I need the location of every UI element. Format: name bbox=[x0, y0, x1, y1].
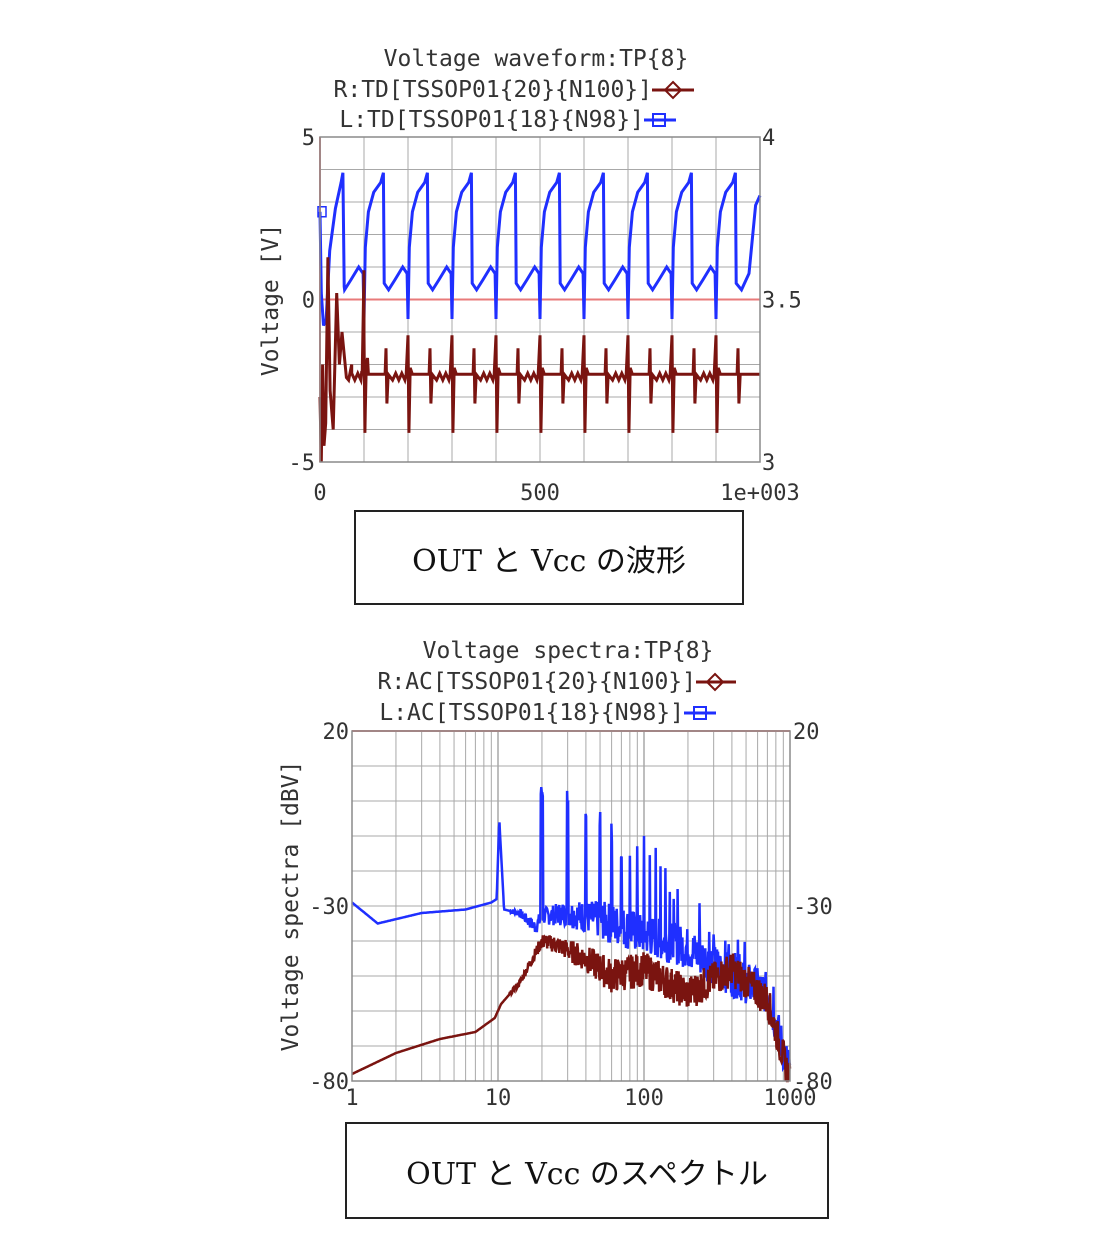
waveform-y-tick-right: 3.5 bbox=[762, 289, 802, 314]
waveform-series-blue bbox=[318, 172, 762, 327]
spectra-ticks: 1 10 100 1000 20 -30 -80 20 -30 -80 bbox=[309, 720, 833, 1111]
waveform-legend-blue-marker bbox=[652, 113, 666, 127]
waveform-x-tick: 1e+003 bbox=[720, 481, 799, 506]
spectra-y-tick-right: -30 bbox=[793, 895, 833, 920]
waveform-legend-red-label: R:TD[TSSOP01{20}{N100}] bbox=[334, 77, 653, 103]
spectra-y-tick-left: -30 bbox=[309, 895, 349, 920]
waveform-ylabel: Voltage [V] bbox=[258, 224, 284, 376]
spectra-x-tick: 1 bbox=[345, 1086, 358, 1111]
spectra-legend-blue-label: L:AC[TSSOP01{18}{N98}] bbox=[379, 700, 684, 726]
waveform-chart: Voltage waveform:TP{8} R:TD[TSSOP01{20}{… bbox=[258, 46, 802, 506]
waveform-series-red bbox=[318, 257, 760, 463]
spectra-y-tick-right: 20 bbox=[793, 720, 820, 745]
waveform-ticks: 0 500 1e+003 5 0 -5 4 3.5 3 bbox=[289, 126, 802, 506]
spectra-x-tick: 10 bbox=[485, 1086, 512, 1111]
spectra-chart: Voltage spectra:TP{8} R:AC[TSSOP01{20}{N… bbox=[278, 638, 833, 1111]
spectra-legend-blue-marker bbox=[693, 706, 707, 720]
waveform-y-tick-right: 4 bbox=[762, 126, 775, 151]
waveform-plot-frame bbox=[319, 136, 761, 463]
spectra-series-red bbox=[351, 934, 792, 1083]
waveform-series-group bbox=[317, 172, 762, 463]
waveform-x-tick: 0 bbox=[313, 481, 326, 506]
waveform-title: Voltage waveform:TP{8} bbox=[384, 46, 689, 72]
waveform-y-tick-right: 3 bbox=[762, 451, 775, 476]
waveform-blue-marker bbox=[317, 206, 327, 218]
spectra-y-tick-right: -80 bbox=[793, 1070, 833, 1095]
waveform-legend-blue-label: L:TD[TSSOP01{18}{N98}] bbox=[339, 107, 644, 133]
waveform-caption: OUT と Vcc の波形 bbox=[354, 510, 744, 605]
waveform-x-tick: 500 bbox=[520, 481, 560, 506]
spectra-legend-red-label: R:AC[TSSOP01{20}{N100}] bbox=[378, 669, 697, 695]
spectra-x-tick: 100 bbox=[624, 1086, 664, 1111]
waveform-y-tick-left: 5 bbox=[302, 126, 315, 151]
waveform-legend-red-marker bbox=[663, 80, 683, 100]
waveform-y-tick-left: -5 bbox=[289, 451, 316, 476]
spectra-series-blue bbox=[351, 786, 792, 1073]
waveform-legend: R:TD[TSSOP01{20}{N100}] L:TD[TSSOP01{18}… bbox=[334, 77, 694, 133]
spectra-title: Voltage spectra:TP{8} bbox=[423, 638, 714, 664]
spectra-x-tick: 1000 bbox=[764, 1086, 817, 1111]
spectra-ylabel: Voltage spectra [dBV] bbox=[278, 761, 304, 1052]
waveform-y-tick-left: 0 bbox=[302, 289, 315, 314]
spectra-plot-frame bbox=[351, 730, 791, 1082]
spectra-y-tick-left: -80 bbox=[309, 1070, 349, 1095]
spectra-caption: OUT と Vcc のスペクトル bbox=[345, 1122, 829, 1219]
spectra-legend-red-marker bbox=[705, 672, 725, 692]
spectra-series-group bbox=[351, 786, 792, 1083]
spectra-legend: R:AC[TSSOP01{20}{N100}] L:AC[TSSOP01{18}… bbox=[378, 669, 736, 726]
spectra-y-tick-left: 20 bbox=[323, 720, 350, 745]
